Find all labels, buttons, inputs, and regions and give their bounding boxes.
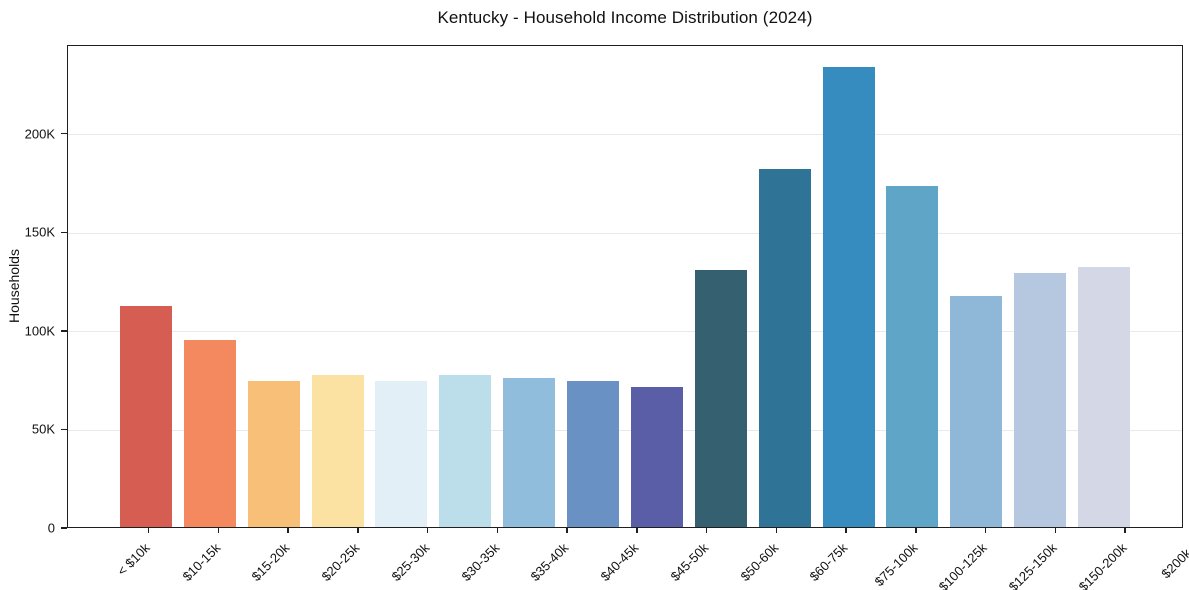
y-axis: 0 50K 100K 150K 200K (0, 45, 67, 536)
y-tick-label: 0 (47, 520, 55, 536)
x-tick-mark (775, 528, 778, 533)
x-tick-label: $15-20k (248, 540, 293, 585)
x-tick-slot: $45-50k (667, 528, 741, 590)
bar-slot (561, 46, 625, 527)
x-tick-slot: $20-25k (318, 528, 392, 590)
x-tick-mark (496, 528, 499, 533)
gridline (68, 331, 1182, 333)
gridline (68, 429, 1182, 431)
x-tick-label: $30-35k (458, 540, 502, 585)
x-tick-mark (287, 528, 289, 533)
x-tick-label: $40-45k (597, 540, 642, 585)
bar-slot (306, 46, 370, 527)
x-axis: < $10k $10-15k $15-20k $20-25k $25-30k $30-35… (67, 528, 1189, 590)
bar-$25-30k (375, 381, 428, 527)
x-tick-mark (1124, 528, 1126, 533)
x-tick-label: $35-40k (527, 540, 572, 585)
x-tick-label: $60-75k (806, 540, 851, 585)
x-tick-label: $45-50k (667, 540, 712, 585)
bar-slot (944, 46, 1008, 527)
bar-$15-20k (247, 381, 300, 527)
x-tick-label: $20-25k (318, 540, 363, 585)
bar-$60-75k (758, 169, 811, 527)
x-tick-mark (705, 528, 708, 533)
bar-$30-35k (439, 375, 492, 527)
bar-slot (114, 46, 178, 527)
bar-slot (689, 46, 753, 527)
y-tick-label: 100K (24, 323, 55, 339)
x-tick-slot: $50-60k (737, 528, 811, 590)
bar-$10-15k (183, 339, 236, 527)
bar-slot (497, 46, 561, 527)
bar-series (68, 46, 1182, 527)
y-tick-label: 200K (24, 126, 55, 142)
x-tick-slot: $125-150k (1006, 528, 1090, 590)
bar-slot (817, 46, 881, 527)
bar-$50-60k (694, 270, 747, 527)
x-tick-slot: $15-20k (249, 528, 323, 590)
x-tick-mark (426, 528, 429, 533)
plot-area (67, 45, 1183, 528)
bar-slot (242, 46, 306, 527)
x-tick-slot: $200k+ (1158, 528, 1189, 590)
bar-slot (625, 46, 689, 527)
bar-$20-25k (311, 374, 364, 527)
x-tick-mark (217, 528, 220, 533)
bar-slot (881, 46, 945, 527)
x-tick-label: $200k+ (1158, 540, 1189, 582)
bar-$150-200k (1014, 273, 1067, 527)
bar-$35-40k (503, 377, 556, 527)
x-tick-slot: $35-40k (528, 528, 602, 590)
x-tick-label: $10-15k (179, 540, 223, 585)
bar-< $10k (119, 306, 172, 527)
bar-slot (1072, 46, 1136, 527)
bar-slot (433, 46, 497, 527)
bar-$40-45k (567, 380, 620, 527)
bar-slot (753, 46, 817, 527)
x-tick-label: $50-60k (737, 540, 781, 585)
bar-slot (370, 46, 434, 527)
x-tick-mark (636, 528, 638, 533)
bar-slot (1008, 46, 1072, 527)
bar-$75-100k (822, 67, 875, 527)
x-tick-label: $25-30k (388, 540, 433, 585)
bar-$45-50k (630, 387, 683, 527)
y-tick-mark (61, 527, 67, 529)
x-tick-slot: < $10k (113, 528, 183, 590)
chart-title: Kentucky - Household Income Distribution… (437, 8, 813, 27)
bar-slot (178, 46, 242, 527)
x-tick-slot: $25-30k (388, 528, 462, 590)
x-tick-mark (984, 528, 987, 533)
x-tick-slot: $150-200k (1076, 528, 1160, 590)
x-tick-slot: $75-100k (871, 528, 950, 590)
x-tick-label: < $10k (114, 540, 154, 579)
y-tick-mark (61, 231, 67, 234)
x-tick-mark (915, 528, 917, 533)
x-tick-slot: $40-45k (597, 528, 671, 590)
y-tick-label: 150K (24, 224, 55, 240)
x-tick-slot: $100-125k (936, 528, 1020, 590)
bar-$100-125k (886, 186, 939, 527)
bar-$125-150k (950, 296, 1003, 527)
x-tick-slot: $60-75k (807, 528, 881, 590)
x-tick-mark (147, 528, 150, 533)
x-tick-slot: $30-35k (458, 528, 532, 590)
x-tick-slot: $10-15k (179, 528, 253, 590)
y-tick-mark (61, 330, 67, 332)
gridline (68, 232, 1182, 234)
y-tick-label: 50K (31, 421, 55, 437)
x-tick-mark (566, 528, 568, 533)
x-tick-mark (357, 528, 359, 533)
bar-$200k+ (1078, 266, 1131, 527)
y-tick-mark (61, 132, 67, 135)
x-tick-mark (845, 528, 847, 533)
y-tick-mark (61, 428, 67, 431)
x-tick-mark (1054, 528, 1057, 533)
gridline (68, 134, 1182, 136)
